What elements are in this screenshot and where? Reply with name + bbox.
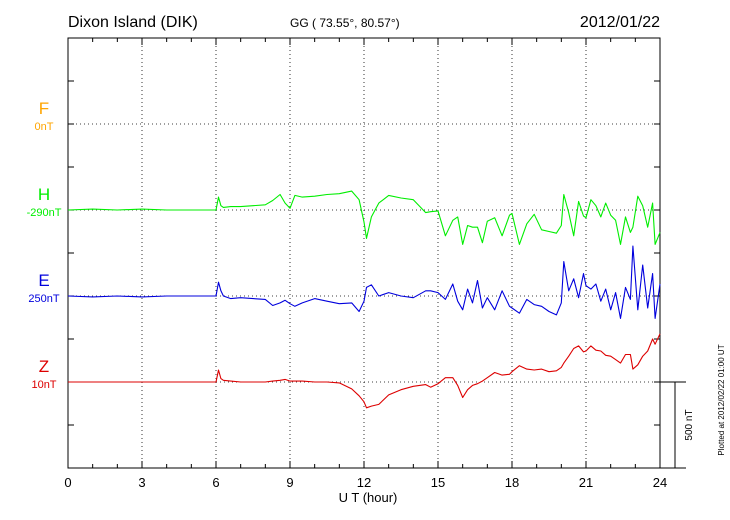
x-tick-label: 21	[579, 475, 593, 490]
x-axis-ticks: 0 3 6 9 12 15 18 21 24	[64, 38, 667, 490]
chart-date: 2012/01/22	[580, 14, 660, 31]
x-tick-label: 12	[357, 475, 371, 490]
grid-lines	[68, 38, 660, 468]
baseline-label-e: 250nT	[28, 293, 59, 305]
x-tick-label: 0	[64, 475, 71, 490]
baseline-label-f: 0nT	[35, 121, 54, 133]
component-labels: F 0nT H -290nT E 250nT Z 10nT	[27, 99, 62, 391]
scale-bar: 500 nT	[660, 381, 695, 469]
station-coordinates: GG ( 73.55°, 80.57°)	[290, 16, 400, 30]
data-traces	[67, 190, 661, 409]
component-label-e: E	[38, 271, 49, 290]
component-label-f: F	[39, 99, 49, 118]
x-tick-label: 15	[431, 475, 445, 490]
x-tick-label: 3	[138, 475, 145, 490]
trace-z	[68, 333, 661, 409]
x-axis-label: U T (hour)	[339, 490, 398, 505]
component-label-z: Z	[39, 357, 49, 376]
x-tick-label: 9	[286, 475, 293, 490]
x-tick-label: 6	[212, 475, 219, 490]
plotted-at-note: Plotted at 2012/02/22 01:00 UT	[717, 344, 726, 455]
trace-h	[67, 190, 661, 245]
trace-e	[67, 245, 661, 319]
component-label-h: H	[38, 185, 50, 204]
station-title: Dixon Island (DIK)	[68, 14, 198, 31]
baseline-label-h: -290nT	[27, 207, 62, 219]
baseline-label-z: 10nT	[31, 379, 56, 391]
x-tick-label: 24	[653, 475, 667, 490]
x-tick-label: 18	[505, 475, 519, 490]
scale-bar-label: 500 nT	[684, 409, 695, 440]
